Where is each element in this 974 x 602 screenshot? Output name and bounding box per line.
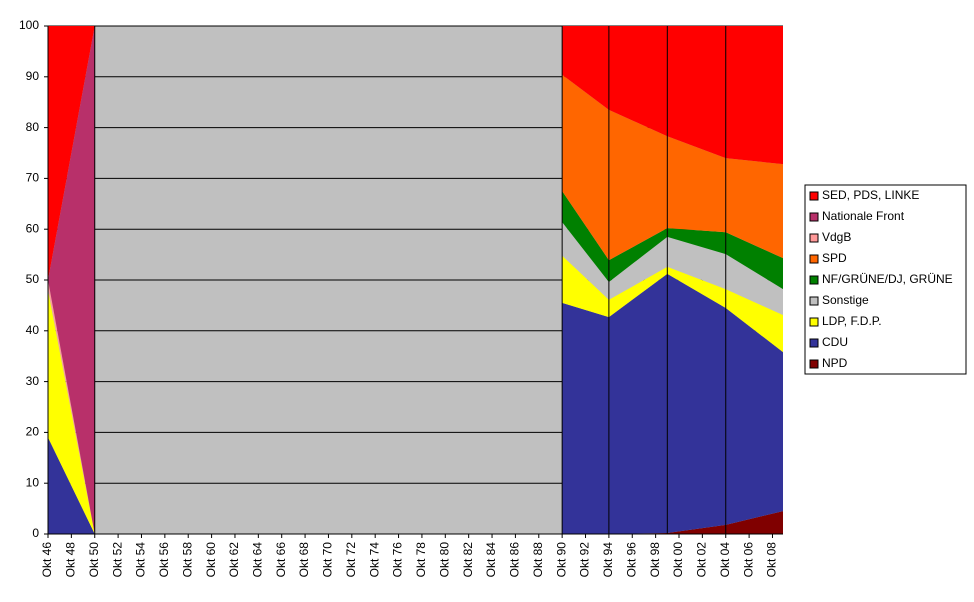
legend-label: Nationale Front — [822, 209, 905, 223]
legend: SED, PDS, LINKE Nationale Front VdgB SPD NF/… — [804, 184, 967, 375]
y-tick-label: 50 — [26, 272, 40, 286]
x-tick-label: Okt 88 — [531, 542, 545, 578]
legend-swatch — [809, 212, 819, 222]
legend-swatch — [809, 296, 819, 306]
x-tick-label: Okt 60 — [204, 542, 218, 578]
x-tick-label: Okt 94 — [601, 542, 615, 578]
area — [562, 74, 783, 261]
x-tick-label: Okt 70 — [321, 542, 335, 578]
area — [48, 290, 95, 534]
legend-swatch — [809, 275, 819, 285]
legend-swatch — [809, 359, 819, 369]
y-tick-label: 100 — [19, 18, 39, 32]
x-tick-label: Okt 76 — [391, 542, 405, 578]
x-tick-label: Okt 08 — [765, 542, 779, 578]
legend-label: NF/GRÜNE/DJ, GRÜNE — [822, 272, 953, 286]
legend-label: CDU — [822, 335, 848, 349]
x-tick-label: Okt 90 — [554, 542, 568, 578]
area — [562, 191, 783, 290]
area — [562, 273, 783, 534]
x-tick-label: Okt 84 — [484, 542, 498, 578]
legend-label: VdgB — [822, 230, 851, 244]
area — [562, 255, 783, 353]
x-tick-label: Okt 02 — [695, 542, 709, 578]
x-tick-label: Okt 68 — [297, 542, 311, 578]
y-tick-label: 60 — [26, 221, 40, 235]
x-tick-label: Okt 04 — [718, 542, 732, 578]
y-tick-label: 70 — [26, 171, 40, 185]
x-tick-label: Okt 92 — [578, 542, 592, 578]
area — [562, 222, 783, 316]
legend-swatch — [809, 191, 819, 201]
legend-label: NPD — [822, 356, 848, 370]
legend-label: SPD — [822, 251, 847, 265]
x-tick-label: Okt 48 — [64, 542, 78, 578]
x-tick-label: Okt 86 — [508, 542, 522, 578]
x-tick-label: Okt 80 — [437, 542, 451, 578]
area — [48, 26, 95, 280]
legend-swatch — [809, 317, 819, 327]
y-tick-label: 80 — [26, 120, 40, 134]
x-tick-label: Okt 54 — [134, 542, 148, 578]
y-tick-label: 20 — [26, 425, 40, 439]
x-tick-label: Okt 06 — [741, 542, 755, 578]
x-tick-label: Okt 78 — [414, 542, 428, 578]
x-tick-label: Okt 50 — [87, 542, 101, 578]
x-tick-label: Okt 64 — [251, 542, 265, 578]
x-tick-label: Okt 62 — [227, 542, 241, 578]
x-tick-label: Okt 46 — [40, 542, 54, 578]
legend-label: LDP, F.D.P. — [822, 314, 882, 328]
area — [48, 437, 95, 534]
y-tick-label: 30 — [26, 374, 40, 388]
area — [48, 26, 95, 534]
x-tick-label: Okt 00 — [671, 542, 685, 578]
y-tick-label: 90 — [26, 69, 40, 83]
area — [562, 26, 783, 165]
y-tick-label: 10 — [26, 475, 40, 489]
x-tick-label: Okt 56 — [157, 542, 171, 578]
x-tick-label: Okt 98 — [648, 542, 662, 578]
legend-swatch — [809, 254, 819, 264]
legend-swatch — [809, 338, 819, 348]
legend-label: SED, PDS, LINKE — [822, 188, 919, 202]
y-tick-label: 40 — [26, 323, 40, 337]
legend-swatch — [809, 233, 819, 243]
legend-label: Sonstige — [822, 293, 869, 307]
y-tick-label: 0 — [32, 526, 39, 540]
x-tick-label: Okt 82 — [461, 542, 475, 578]
x-tick-label: Okt 58 — [180, 542, 194, 578]
x-tick-label: Okt 96 — [624, 542, 638, 578]
area — [562, 511, 783, 534]
x-tick-label: Okt 52 — [110, 542, 124, 578]
x-tick-label: Okt 74 — [367, 542, 381, 578]
x-tick-label: Okt 72 — [344, 542, 358, 578]
x-tick-label: Okt 66 — [274, 542, 288, 578]
legend-box — [804, 184, 967, 375]
